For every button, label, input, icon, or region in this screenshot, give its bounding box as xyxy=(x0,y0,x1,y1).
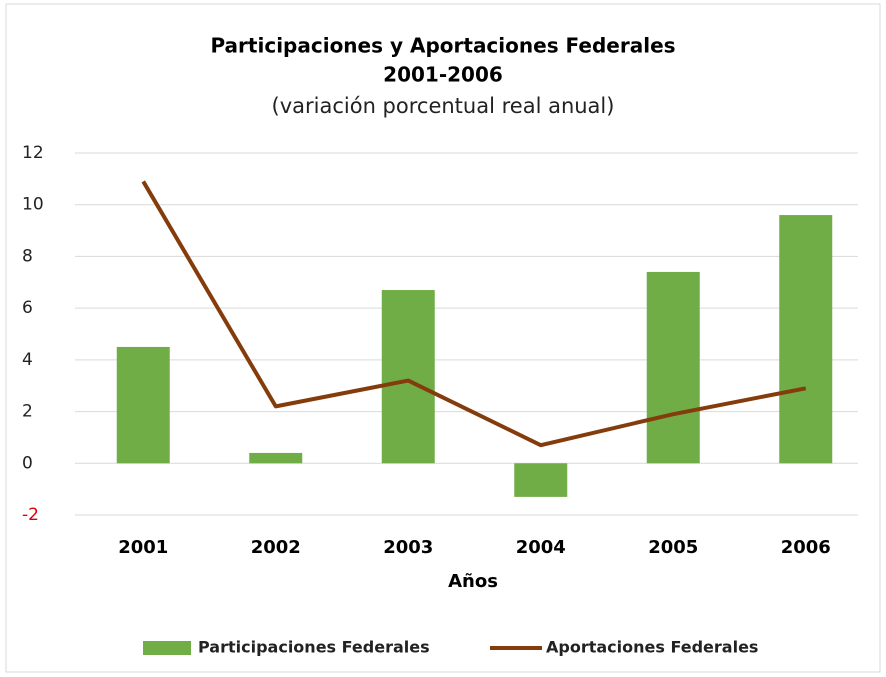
bar xyxy=(249,452,303,464)
legend-swatch xyxy=(143,641,191,655)
x-tick-label: 2005 xyxy=(648,537,698,558)
bar xyxy=(646,271,700,464)
x-axis-label: Años xyxy=(448,571,498,592)
bar xyxy=(514,463,568,497)
x-tick-label: 2004 xyxy=(516,537,566,558)
bar xyxy=(779,215,833,464)
legend-label: Participaciones Federales xyxy=(198,638,430,657)
y-tick-label: 10 xyxy=(22,195,44,215)
x-tick-label: 2003 xyxy=(383,537,433,558)
x-tick-label: 2002 xyxy=(251,537,301,558)
chart-subtitle: (variación porcentual real anual) xyxy=(272,94,615,118)
chart-title: Participaciones y Aportaciones Federales xyxy=(210,34,675,58)
y-tick-label: 0 xyxy=(22,453,33,473)
bar xyxy=(116,346,170,464)
y-tick-label: 8 xyxy=(22,246,33,266)
y-tick-label: -2 xyxy=(22,505,39,525)
x-tick-label: 2001 xyxy=(118,537,168,558)
y-tick-label: 2 xyxy=(22,402,33,422)
chart-title-line2: 2001-2006 xyxy=(383,63,503,87)
y-tick-label: 4 xyxy=(22,350,33,370)
line xyxy=(141,180,807,448)
x-tick-label: 2006 xyxy=(781,537,831,558)
y-tick-label: 6 xyxy=(22,298,33,318)
legend-label: Aportaciones Federales xyxy=(546,638,758,657)
bar xyxy=(381,290,435,464)
y-tick-label: 12 xyxy=(22,143,44,163)
chart-border xyxy=(5,3,881,673)
